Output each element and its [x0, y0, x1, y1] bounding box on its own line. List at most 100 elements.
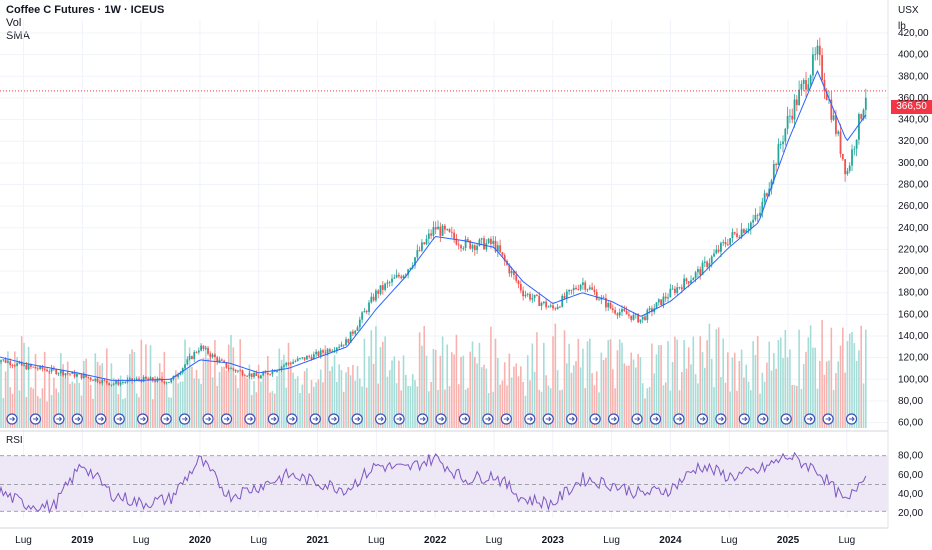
candle-body	[165, 382, 168, 384]
event-arrow-icon	[331, 416, 337, 422]
volume-bar	[347, 366, 350, 428]
candle-body	[793, 99, 796, 120]
candle-body	[34, 366, 37, 369]
volume-bar	[308, 393, 311, 428]
candle-body	[237, 370, 239, 372]
candle-body	[416, 250, 419, 258]
time-tick-label: 2025	[777, 535, 800, 546]
candle-body	[667, 297, 669, 299]
candle-body	[101, 379, 104, 384]
candle-body	[285, 362, 288, 366]
volume-bar	[296, 376, 299, 428]
volume-bar	[676, 339, 679, 428]
volume-bar	[241, 369, 244, 428]
candle-body	[467, 239, 469, 241]
volume-bar	[283, 354, 285, 428]
last-price-tag: 366,50	[891, 100, 932, 114]
candle-body	[805, 79, 807, 90]
volume-bar	[448, 386, 451, 428]
event-arrow-icon	[569, 416, 575, 422]
candle-body	[147, 378, 150, 380]
candle-body	[361, 312, 364, 320]
volume-bar	[287, 342, 290, 428]
volume-bar	[598, 392, 600, 428]
candle-body	[430, 233, 433, 236]
volume-bar	[768, 341, 771, 428]
volume-bar	[556, 370, 559, 428]
event-arrow-icon	[247, 416, 254, 422]
candle-body	[720, 242, 722, 252]
volume-bar	[625, 365, 628, 428]
volume-bar	[639, 357, 642, 428]
volume-bar	[839, 345, 842, 428]
candle-body	[561, 295, 564, 307]
candle-body	[588, 287, 591, 290]
vol-indicator-label[interactable]: Vol	[6, 17, 22, 29]
volume-bar	[699, 336, 702, 428]
event-arrow-icon	[438, 416, 445, 422]
candle-body	[85, 374, 88, 378]
event-arrow-icon	[182, 416, 188, 422]
volume-bar	[299, 392, 301, 428]
price-tick-label: 280,00	[898, 179, 929, 190]
candle-body	[200, 345, 203, 351]
volume-bar	[92, 398, 94, 428]
event-arrow-icon	[74, 416, 81, 422]
volume-bar	[2, 398, 5, 428]
candle-body	[349, 331, 352, 343]
candle-body	[722, 242, 725, 243]
volume-bar	[117, 394, 120, 428]
volume-bar	[319, 369, 322, 428]
candle-body	[18, 362, 21, 364]
price-tick-label: 380,00	[898, 71, 929, 82]
volume-bar	[16, 356, 18, 428]
volume-bar	[667, 341, 669, 428]
candle-body	[644, 316, 646, 320]
candle-body	[39, 366, 42, 369]
price-tick-label: 180,00	[898, 288, 929, 299]
volume-bar	[342, 391, 345, 428]
candle-body	[220, 359, 223, 361]
candle-body	[223, 360, 226, 363]
volume-bar	[172, 379, 175, 428]
candle-body	[333, 350, 336, 352]
volume-bar	[605, 357, 607, 428]
candle-body	[0, 360, 2, 362]
candle-body	[736, 233, 738, 237]
volume-bar	[814, 347, 817, 428]
volume-bar	[807, 337, 810, 428]
event-arrow-icon	[378, 416, 384, 422]
candle-body	[464, 239, 467, 248]
candle-body	[660, 299, 663, 305]
candle-body	[441, 225, 444, 236]
price-tick-label: 400,00	[898, 50, 929, 61]
candle-body	[253, 372, 255, 377]
volume-bar	[584, 388, 587, 428]
candle-body	[611, 308, 614, 311]
candle-body	[306, 356, 308, 360]
candle-body	[724, 242, 727, 245]
volume-bar	[414, 380, 416, 428]
candle-body	[41, 366, 44, 370]
candle-body	[375, 290, 377, 301]
candle-body	[46, 369, 48, 372]
volume-bar	[616, 350, 619, 428]
volume-bar	[43, 351, 46, 428]
volume-bar	[170, 397, 173, 428]
volume-bar	[395, 383, 398, 428]
volume-bar	[455, 334, 458, 428]
event-arrow-icon	[224, 416, 230, 422]
volume-bar	[559, 390, 561, 428]
candle-body	[404, 274, 407, 276]
candle-body	[158, 378, 161, 380]
volume-bar	[655, 354, 658, 428]
volume-bar	[391, 360, 393, 428]
volume-bar	[317, 379, 320, 428]
symbol-title[interactable]: Coffee C Futures · 1W · ICEUS	[6, 4, 165, 16]
candle-body	[191, 356, 193, 360]
event-arrow-icon	[634, 416, 641, 422]
rsi-pane-label[interactable]: RSI	[6, 435, 23, 446]
volume-bar	[710, 358, 713, 428]
volume-bar	[142, 378, 145, 428]
